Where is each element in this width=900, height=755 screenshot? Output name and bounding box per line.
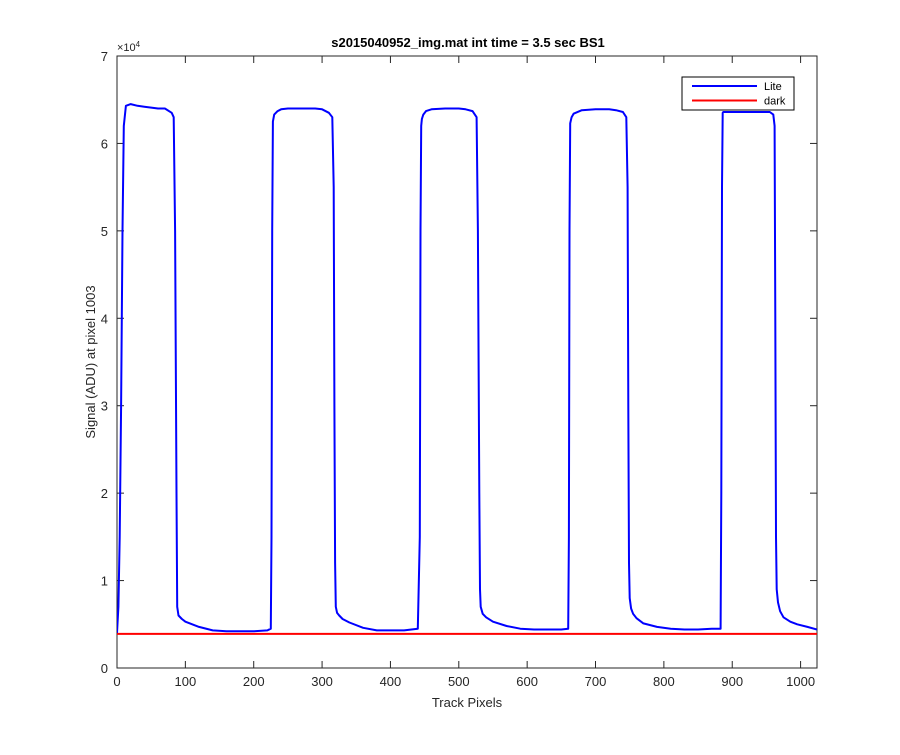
x-tick-label: 1000 bbox=[786, 674, 815, 689]
y-tick-label: 3 bbox=[101, 399, 108, 414]
x-tick-label: 300 bbox=[311, 674, 333, 689]
y-tick-label: 4 bbox=[101, 311, 108, 326]
axes-box bbox=[116, 55, 818, 669]
series-line-lite bbox=[117, 103, 817, 634]
x-tick-label: 400 bbox=[380, 674, 402, 689]
x-tick-label: 0 bbox=[113, 674, 120, 689]
y-exponent-superscript: 4 bbox=[136, 40, 141, 49]
x-tick-label: 800 bbox=[653, 674, 675, 689]
plot-area: 0 100 200 300 400 500 600 700 800 900 1000 0 1 2 3 4 5 6 7… bbox=[83, 40, 818, 710]
y-tick-label: 5 bbox=[101, 224, 108, 239]
chart-title: s2015040952_img.mat int time = 3.5 sec B… bbox=[331, 35, 605, 50]
legend-label-dark: dark bbox=[764, 96, 786, 108]
x-tick-label: 600 bbox=[516, 674, 538, 689]
x-tick-label: 100 bbox=[175, 674, 197, 689]
y-tick-label: 1 bbox=[101, 574, 108, 589]
y-tick-label: 2 bbox=[101, 486, 108, 501]
legend: Lite dark bbox=[681, 76, 795, 111]
x-axis-label: Track Pixels bbox=[432, 695, 503, 710]
y-exponent-label: ×104 bbox=[117, 40, 141, 54]
x-tick-label: 700 bbox=[585, 674, 607, 689]
legend-box bbox=[681, 76, 795, 111]
x-tick-label: 900 bbox=[721, 674, 743, 689]
y-tick-label: 7 bbox=[101, 49, 108, 64]
y-tick-label: 0 bbox=[101, 661, 108, 676]
y-axis-label: Signal (ADU) at pixel 1003 bbox=[83, 285, 98, 438]
legend-label-lite: Lite bbox=[764, 81, 782, 93]
y-tick-label: 6 bbox=[101, 136, 108, 151]
x-tick-label: 200 bbox=[243, 674, 265, 689]
x-tick-label: 500 bbox=[448, 674, 470, 689]
